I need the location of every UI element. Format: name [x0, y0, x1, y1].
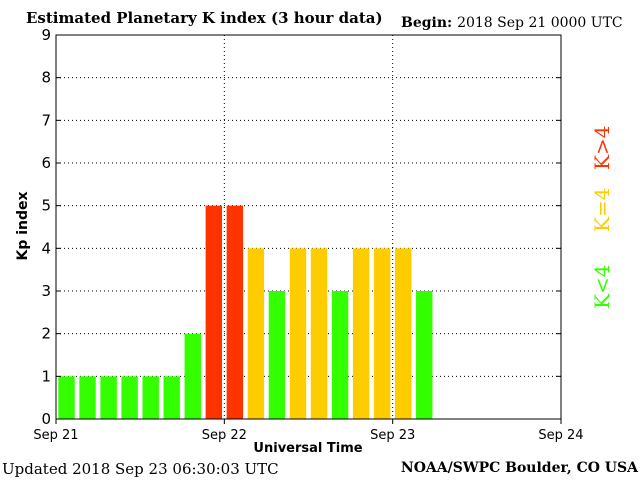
x-axis-ticks: Sep 21 Sep 22 Sep 23 Sep 24 [33, 419, 584, 443]
kp-bar [331, 291, 349, 419]
legend-k-below-4: K<4 [590, 265, 614, 309]
updated-value: 2018 Sep 23 06:30:03 UTC [72, 460, 279, 478]
credit-text: NOAA/SWPC Boulder, CO USA [400, 460, 638, 476]
kp-bar [268, 291, 286, 419]
y-axis-label: Kp index [15, 191, 31, 260]
begin-timestamp: Begin: 2018 Sep 21 0000 UTC [401, 15, 623, 31]
chart-title: Estimated Planetary K index (3 hour data… [26, 9, 383, 27]
x-axis-label: Universal Time [253, 441, 362, 456]
kp-bar [310, 248, 328, 419]
plot-frame [55, 34, 562, 420]
kp-bar [289, 248, 307, 419]
kp-bar [163, 376, 180, 419]
kp-bar [184, 333, 201, 419]
kp-bar [121, 376, 138, 419]
kp-bar [352, 248, 370, 419]
x-tick-label: Sep 23 [370, 428, 415, 443]
chart-bars [58, 205, 433, 419]
updated-label: Updated [2, 460, 68, 478]
begin-value: 2018 Sep 21 0000 UTC [457, 15, 623, 31]
updated-timestamp: Updated 2018 Sep 23 06:30:03 UTC [2, 460, 279, 478]
legend-k-above-4: K>4 [590, 126, 614, 170]
y-tick-label: 2 [41, 325, 51, 343]
kp-bar [142, 376, 159, 419]
y-tick-label: 4 [41, 239, 51, 257]
kp-bar [247, 248, 265, 419]
kp-bar [226, 205, 244, 419]
y-tick-label: 0 [41, 410, 51, 428]
chart-grid [56, 35, 561, 419]
x-tick-label: Sep 22 [202, 428, 247, 443]
legend-label: K=4 [590, 187, 614, 232]
kp-bar [58, 376, 75, 419]
kp-bar [416, 291, 433, 419]
x-tick-label: Sep 21 [33, 428, 78, 443]
begin-label: Begin: [401, 15, 453, 31]
y-tick-label: 9 [41, 26, 51, 44]
y-tick-label: 1 [41, 367, 51, 385]
legend-label: K>4 [590, 125, 614, 170]
legend-k-equal-4: K=4 [590, 188, 614, 232]
y-tick-label: 3 [41, 282, 51, 300]
kp-bar [79, 376, 96, 419]
y-tick-label: 5 [41, 197, 51, 215]
y-tick-label: 8 [41, 69, 51, 87]
x-tick-label: Sep 24 [538, 428, 583, 443]
kp-bar [394, 248, 412, 419]
kp-bar [100, 376, 117, 419]
y-axis-ticks: 0 1 2 3 4 5 6 7 8 9 [41, 26, 561, 428]
kp-bar [205, 205, 223, 419]
y-tick-label: 7 [41, 111, 51, 129]
kp-bar [373, 248, 391, 419]
y-tick-label: 6 [41, 154, 51, 172]
legend-label: K<4 [590, 264, 614, 309]
